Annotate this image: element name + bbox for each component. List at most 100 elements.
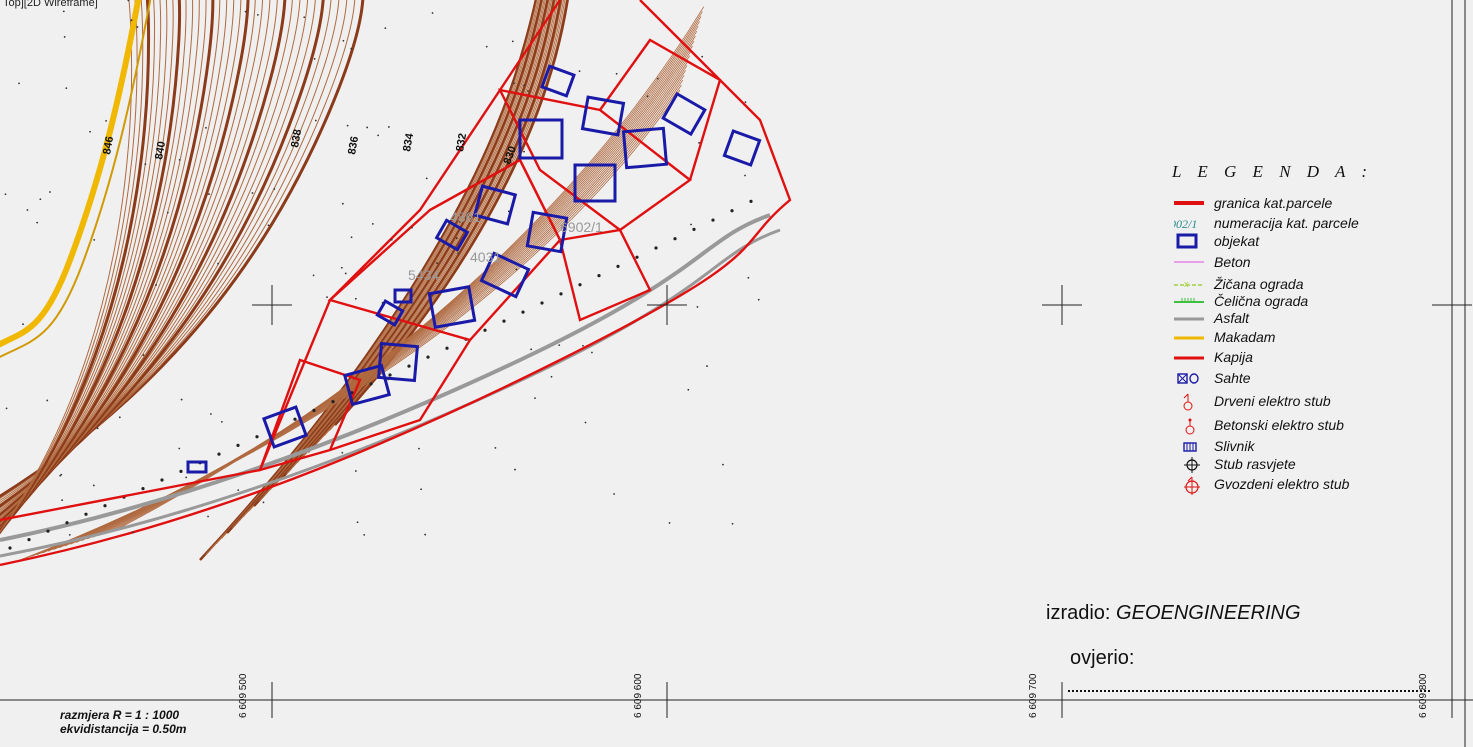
scale-info: razmjera R = 1 : 1000 ekvidistancija = 0…	[60, 708, 186, 736]
legend-label: Betonski elektro stub	[1214, 417, 1344, 433]
spot-height	[144, 163, 147, 166]
grid-coordinate-label: 6 609 700	[1028, 673, 1039, 719]
spot-height	[314, 119, 317, 122]
parcel-boundary	[599, 38, 722, 181]
spot-height	[698, 141, 700, 144]
spot-height	[469, 216, 472, 218]
spot-height	[118, 416, 121, 419]
spot-height	[251, 192, 254, 194]
contour-line	[323, 0, 566, 437]
road-point	[749, 199, 753, 203]
legend-label: granica kat.parcele	[1214, 195, 1333, 211]
spot-height	[130, 19, 133, 22]
gravel-road-edge	[0, 0, 152, 358]
building	[342, 363, 392, 407]
building	[540, 64, 576, 98]
grid-coordinate-label: 6 609 800	[1418, 673, 1429, 719]
spot-height	[354, 470, 357, 472]
spot-height	[731, 522, 734, 525]
legend-label: Stub rasvjete	[1214, 456, 1296, 472]
legend-item-asfalt: Asfalt	[1174, 309, 1464, 329]
road-point	[255, 435, 259, 439]
road-point	[673, 237, 677, 241]
legend-label: Gvozdeni elektro stub	[1214, 476, 1350, 492]
spot-height	[744, 101, 747, 104]
spot-height	[527, 90, 529, 92]
legend-item-slivnik: Slivnik	[1174, 437, 1464, 457]
spot-height	[256, 13, 259, 16]
legend-label: Makadam	[1214, 329, 1276, 345]
legend-item-drveni-stub: Drveni elektro stub	[1174, 392, 1464, 412]
spot-height	[68, 534, 71, 536]
spot-height	[354, 297, 357, 300]
spot-height	[26, 209, 29, 211]
contour-line	[232, 0, 544, 528]
makadam-icon	[1174, 336, 1204, 340]
spot-height	[61, 499, 64, 502]
spot-height	[92, 484, 95, 487]
road-point	[445, 346, 449, 350]
spot-height	[142, 354, 145, 356]
spot-height	[18, 82, 20, 85]
drveni-stub-icon	[1183, 393, 1193, 411]
contour-line	[307, 0, 562, 453]
numeracija-icon: 6902/1	[1174, 217, 1197, 231]
spot-height	[351, 398, 353, 400]
spot-height	[341, 451, 344, 454]
contour-line	[334, 0, 569, 426]
building	[479, 251, 531, 299]
legend-item-sahte: Sahte	[1174, 369, 1464, 389]
road-point	[84, 512, 88, 516]
spot-height	[262, 501, 265, 504]
road-point	[65, 521, 69, 525]
contour-label: 830	[502, 145, 520, 166]
road-point	[711, 218, 715, 222]
spot-height	[207, 515, 209, 518]
parcel-boundary	[0, 0, 561, 522]
spot-height	[706, 365, 708, 367]
building	[661, 91, 707, 137]
spot-height	[178, 158, 181, 161]
gvozdeni-stub-icon	[1184, 476, 1200, 495]
legend-label: objekat	[1214, 233, 1260, 249]
viewport-label[interactable]: Top][2D Wireframe]	[0, 0, 101, 9]
legend-label: Asfalt	[1214, 310, 1250, 326]
legend-item-kapija: Kapija	[1174, 348, 1464, 368]
building	[186, 460, 208, 474]
building	[393, 288, 413, 304]
spot-height	[424, 533, 427, 536]
spot-height	[615, 72, 618, 75]
spot-height	[313, 57, 316, 60]
spot-height	[690, 223, 692, 226]
spot-height	[312, 274, 315, 277]
spot-height	[205, 126, 207, 129]
izradio-label: izradio:	[1046, 602, 1111, 624]
svg-text:6902/1: 6902/1	[1174, 217, 1197, 231]
spot-height	[273, 188, 276, 190]
spot-height	[267, 224, 270, 227]
building	[518, 118, 564, 160]
spot-height	[457, 252, 460, 255]
road-point	[426, 355, 430, 359]
road-point	[692, 227, 696, 231]
spot-height	[39, 198, 42, 201]
contour-line	[210, 0, 539, 550]
contour-line	[296, 0, 559, 464]
spot-height	[220, 420, 223, 423]
road-point	[521, 310, 525, 314]
spot-height	[418, 447, 420, 450]
legend-item-beton: Beton	[1174, 253, 1464, 273]
spot-height	[49, 191, 51, 193]
slivnik-icon	[1183, 442, 1197, 452]
legend-item-stub-rasvjete: Stub rasvjete	[1174, 455, 1464, 475]
spot-height	[96, 427, 99, 430]
spot-height	[744, 174, 746, 177]
spot-height	[237, 489, 240, 492]
building	[573, 163, 617, 203]
spot-heights	[4, 0, 760, 536]
zicana-ograda-icon: x	[1174, 279, 1204, 289]
parcel-number: 4031	[470, 249, 501, 265]
legend-label: Žičana ograda	[1214, 276, 1304, 292]
spot-height	[455, 237, 458, 240]
